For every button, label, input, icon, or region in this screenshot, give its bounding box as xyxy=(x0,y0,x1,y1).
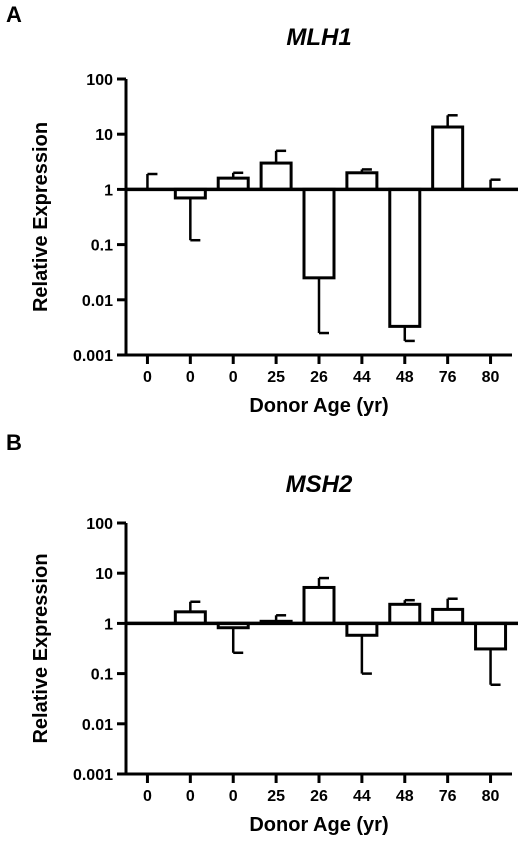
bar xyxy=(431,607,465,625)
bar xyxy=(388,602,422,625)
x-tick-label: 0 xyxy=(186,788,195,805)
x-tick-label: 0 xyxy=(143,788,152,805)
y-tick-label: 0.01 xyxy=(82,717,113,734)
bar xyxy=(345,621,379,637)
x-axis-label: Donor Age (yr) xyxy=(249,395,388,417)
y-tick-label: 100 xyxy=(86,516,113,533)
panel-letter: A xyxy=(6,2,22,27)
panel-letter: B xyxy=(6,430,22,455)
chart-title: MSH2 xyxy=(286,471,353,498)
bar xyxy=(388,187,422,328)
x-tick-label: 44 xyxy=(353,788,371,805)
chart-mlh1: MLH1 0.001 0.01 0.1 1 10 100 Relative Expressio… xyxy=(30,24,518,417)
x-tick-label: 48 xyxy=(396,788,414,805)
y-tick-label: 0.001 xyxy=(73,348,113,365)
y-tick-label: 100 xyxy=(86,72,113,89)
bar xyxy=(345,171,379,191)
bar xyxy=(302,585,336,625)
x-tick-label: 0 xyxy=(229,788,238,805)
x-tick-label: 80 xyxy=(482,369,500,386)
y-tick-label: 1 xyxy=(104,616,113,633)
x-tick-label: 25 xyxy=(267,369,285,386)
y-tick-label: 10 xyxy=(95,127,113,144)
y-tick-label: 10 xyxy=(95,566,113,583)
chart-msh2: MSH2 0.001 0.01 0.1 1 10 100 Relative Expressio… xyxy=(30,471,518,836)
chart-panel-b: B MSH2 0.001 0.01 0.1 1 10 100 Relative Express… xyxy=(0,428,520,841)
x-tick-label: 26 xyxy=(310,369,328,386)
bar xyxy=(259,161,293,191)
y-tick-label: 0.1 xyxy=(91,238,113,255)
x-tick-label: 25 xyxy=(267,788,285,805)
chart-panel-a: A MLH1 0.001 0.01 0.1 1 10 100 Relative Express… xyxy=(6,2,518,417)
bar xyxy=(431,125,465,191)
chart-title: MLH1 xyxy=(286,24,351,51)
y-tick-label: 1 xyxy=(104,182,113,199)
y-tick-label: 0.001 xyxy=(73,767,113,784)
x-tick-label: 26 xyxy=(310,788,328,805)
x-axis-label: Donor Age (yr) xyxy=(249,814,388,836)
x-tick-label: 0 xyxy=(229,369,238,386)
y-axis-label: Relative Expression xyxy=(30,553,52,743)
x-tick-label: 80 xyxy=(482,788,500,805)
y-tick-label: 0.1 xyxy=(91,667,113,684)
x-tick-label: 0 xyxy=(186,369,195,386)
bar xyxy=(474,621,508,651)
bar xyxy=(302,187,336,280)
y-tick-label: 0.01 xyxy=(82,293,113,310)
x-tick-label: 0 xyxy=(143,369,152,386)
x-tick-label: 48 xyxy=(396,369,414,386)
x-tick-label: 76 xyxy=(439,369,457,386)
y-axis-label: Relative Expression xyxy=(30,122,52,312)
x-tick-label: 76 xyxy=(439,788,457,805)
x-tick-label: 44 xyxy=(353,369,371,386)
